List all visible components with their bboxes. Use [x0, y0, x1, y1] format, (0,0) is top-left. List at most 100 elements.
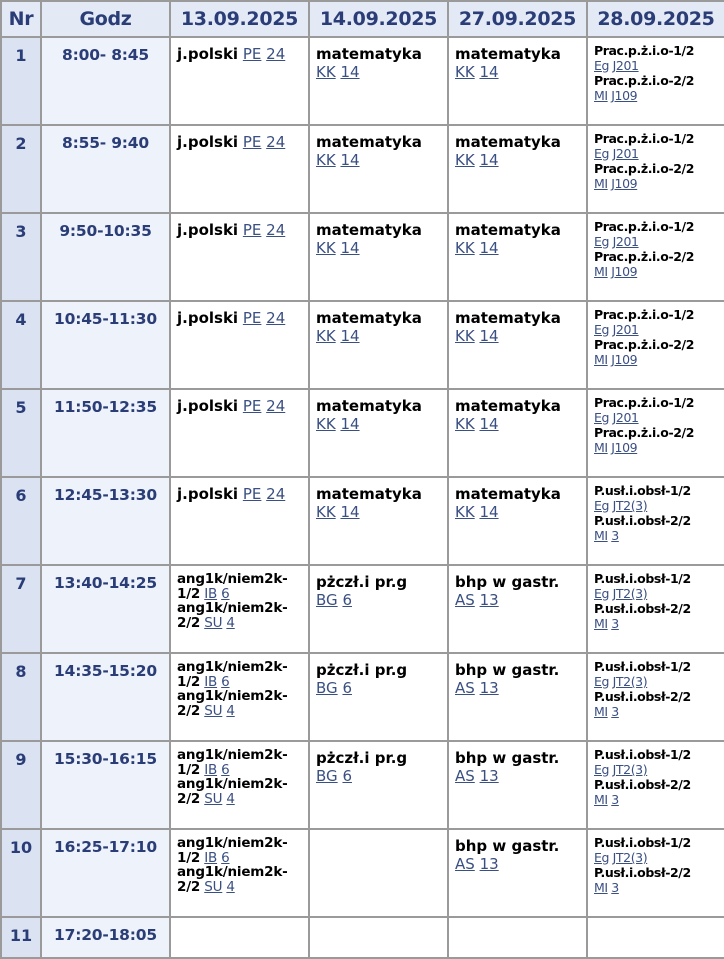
room-link[interactable]: 3	[611, 528, 619, 543]
room-link[interactable]: J201	[612, 322, 639, 337]
room-link[interactable]: 13	[479, 679, 499, 697]
room-link[interactable]: 24	[266, 221, 286, 239]
teacher-link[interactable]: SU	[204, 790, 223, 807]
teacher-link[interactable]: BG	[316, 591, 338, 609]
teacher-link[interactable]: Eg	[594, 674, 610, 689]
teacher-link[interactable]: Eg	[594, 850, 610, 865]
teacher-link[interactable]: Eg	[594, 498, 610, 513]
teacher-link[interactable]: IB	[204, 761, 218, 778]
room-link[interactable]: JT2(3)	[612, 586, 648, 601]
teacher-link[interactable]: MI	[594, 440, 608, 455]
room-link[interactable]: 14	[340, 239, 360, 257]
room-link[interactable]: J109	[611, 176, 638, 191]
room-link[interactable]: J201	[612, 410, 639, 425]
room-link[interactable]: 14	[479, 503, 499, 521]
room-link[interactable]: 4	[226, 790, 235, 807]
teacher-link[interactable]: MI	[594, 352, 608, 367]
room-link[interactable]: 14	[340, 327, 360, 345]
room-link[interactable]: 6	[221, 673, 230, 690]
teacher-link[interactable]: MI	[594, 792, 608, 807]
room-link[interactable]: J201	[612, 146, 639, 161]
room-link[interactable]: 6	[342, 679, 352, 697]
teacher-link[interactable]: KK	[316, 151, 336, 169]
room-link[interactable]: 6	[221, 849, 230, 866]
teacher-link[interactable]: KK	[455, 63, 475, 81]
room-link[interactable]: 14	[479, 63, 499, 81]
room-link[interactable]: 13	[479, 767, 499, 785]
room-link[interactable]: 24	[266, 45, 286, 63]
teacher-link[interactable]: IB	[204, 585, 218, 602]
teacher-link[interactable]: SU	[204, 614, 223, 631]
room-link[interactable]: 6	[221, 761, 230, 778]
room-link[interactable]: 4	[226, 702, 235, 719]
teacher-link[interactable]: KK	[455, 415, 475, 433]
room-link[interactable]: 13	[479, 855, 499, 873]
room-link[interactable]: JT2(3)	[612, 674, 648, 689]
teacher-link[interactable]: IB	[204, 849, 218, 866]
room-link[interactable]: JT2(3)	[612, 850, 648, 865]
room-link[interactable]: 14	[479, 327, 499, 345]
room-link[interactable]: J109	[611, 88, 638, 103]
teacher-link[interactable]: AS	[455, 855, 475, 873]
teacher-link[interactable]: SU	[204, 878, 223, 895]
room-link[interactable]: JT2(3)	[612, 762, 648, 777]
teacher-link[interactable]: BG	[316, 767, 338, 785]
teacher-link[interactable]: KK	[316, 327, 336, 345]
room-link[interactable]: 14	[340, 151, 360, 169]
room-link[interactable]: 24	[266, 309, 286, 327]
teacher-link[interactable]: KK	[316, 239, 336, 257]
teacher-link[interactable]: Eg	[594, 586, 610, 601]
room-link[interactable]: 14	[340, 503, 360, 521]
teacher-link[interactable]: KK	[455, 503, 475, 521]
room-link[interactable]: 14	[479, 415, 499, 433]
teacher-link[interactable]: Eg	[594, 762, 610, 777]
teacher-link[interactable]: Eg	[594, 146, 610, 161]
room-link[interactable]: 3	[611, 704, 619, 719]
teacher-link[interactable]: MI	[594, 616, 608, 631]
room-link[interactable]: 14	[340, 415, 360, 433]
teacher-link[interactable]: MI	[594, 88, 608, 103]
teacher-link[interactable]: PE	[242, 397, 262, 415]
teacher-link[interactable]: PE	[242, 221, 262, 239]
room-link[interactable]: 4	[226, 614, 235, 631]
room-link[interactable]: 3	[611, 880, 619, 895]
teacher-link[interactable]: PE	[242, 309, 262, 327]
room-link[interactable]: J109	[611, 352, 638, 367]
room-link[interactable]: 3	[611, 792, 619, 807]
room-link[interactable]: J109	[611, 440, 638, 455]
teacher-link[interactable]: PE	[242, 133, 262, 151]
room-link[interactable]: 6	[342, 767, 352, 785]
teacher-link[interactable]: Eg	[594, 322, 610, 337]
teacher-link[interactable]: KK	[455, 151, 475, 169]
teacher-link[interactable]: KK	[316, 415, 336, 433]
room-link[interactable]: 24	[266, 133, 286, 151]
teacher-link[interactable]: MI	[594, 176, 608, 191]
teacher-link[interactable]: MI	[594, 704, 608, 719]
teacher-link[interactable]: IB	[204, 673, 218, 690]
teacher-link[interactable]: AS	[455, 679, 475, 697]
room-link[interactable]: 24	[266, 485, 286, 503]
teacher-link[interactable]: PE	[242, 45, 262, 63]
teacher-link[interactable]: Eg	[594, 234, 610, 249]
room-link[interactable]: 14	[479, 239, 499, 257]
room-link[interactable]: JT2(3)	[612, 498, 648, 513]
room-link[interactable]: 24	[266, 397, 286, 415]
teacher-link[interactable]: AS	[455, 767, 475, 785]
teacher-link[interactable]: Eg	[594, 410, 610, 425]
room-link[interactable]: 14	[340, 63, 360, 81]
room-link[interactable]: 6	[221, 585, 230, 602]
room-link[interactable]: 3	[611, 616, 619, 631]
teacher-link[interactable]: AS	[455, 591, 475, 609]
teacher-link[interactable]: MI	[594, 880, 608, 895]
teacher-link[interactable]: KK	[455, 239, 475, 257]
teacher-link[interactable]: BG	[316, 679, 338, 697]
room-link[interactable]: J201	[612, 234, 639, 249]
room-link[interactable]: 14	[479, 151, 499, 169]
teacher-link[interactable]: KK	[316, 503, 336, 521]
room-link[interactable]: 6	[342, 591, 352, 609]
teacher-link[interactable]: Eg	[594, 58, 610, 73]
teacher-link[interactable]: SU	[204, 702, 223, 719]
room-link[interactable]: J201	[612, 58, 639, 73]
room-link[interactable]: J109	[611, 264, 638, 279]
teacher-link[interactable]: KK	[455, 327, 475, 345]
